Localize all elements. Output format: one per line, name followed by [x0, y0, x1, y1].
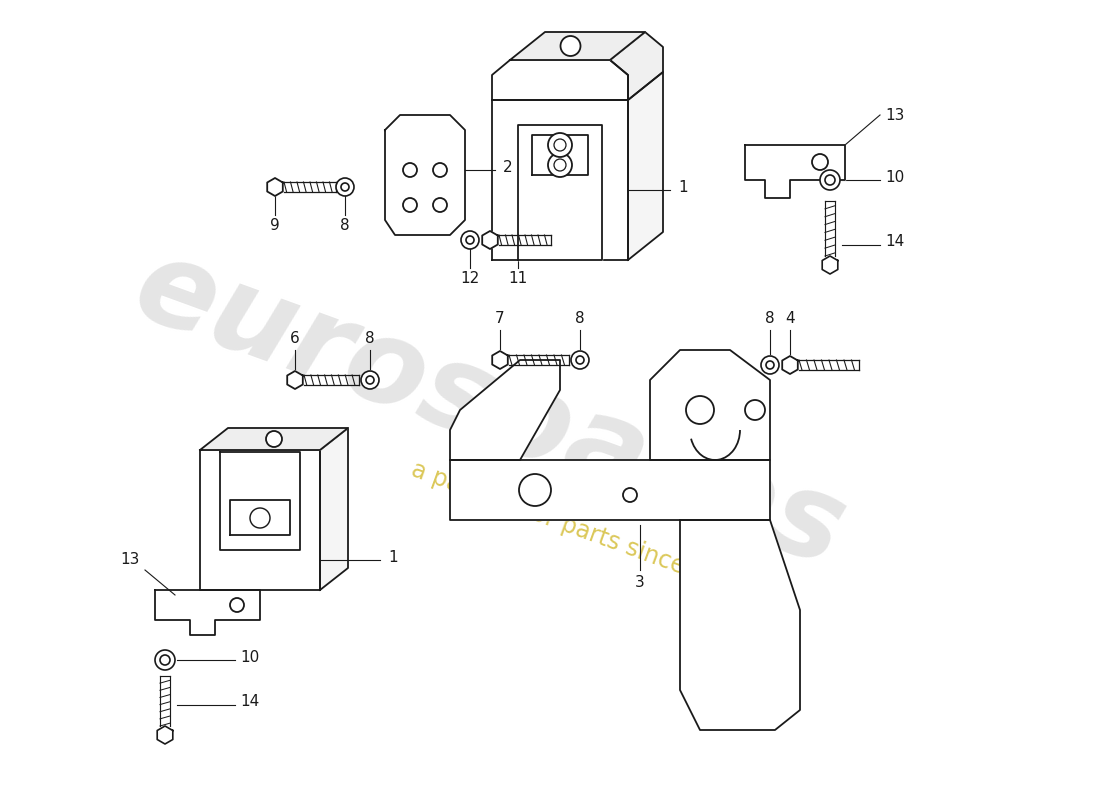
Text: 1: 1	[678, 179, 688, 194]
Circle shape	[820, 170, 840, 190]
Circle shape	[336, 178, 354, 196]
Text: 8: 8	[365, 331, 375, 346]
Polygon shape	[782, 356, 797, 374]
Polygon shape	[532, 135, 588, 175]
Text: 6: 6	[290, 331, 300, 346]
Text: 12: 12	[461, 271, 480, 286]
Polygon shape	[267, 178, 283, 196]
Circle shape	[155, 650, 175, 670]
Circle shape	[403, 163, 417, 177]
Text: 8: 8	[766, 311, 774, 326]
Circle shape	[812, 154, 828, 170]
Circle shape	[230, 598, 244, 612]
Text: 14: 14	[886, 234, 904, 250]
Polygon shape	[822, 256, 838, 274]
Text: 2: 2	[503, 159, 513, 174]
Circle shape	[548, 133, 572, 157]
Polygon shape	[518, 125, 602, 260]
Text: 14: 14	[240, 694, 260, 710]
Text: 8: 8	[575, 311, 585, 326]
Polygon shape	[230, 500, 290, 535]
Polygon shape	[450, 460, 770, 520]
Circle shape	[623, 488, 637, 502]
Text: 9: 9	[271, 218, 279, 233]
Circle shape	[519, 474, 551, 506]
Text: 4: 4	[785, 311, 795, 326]
Polygon shape	[492, 100, 628, 260]
Text: 13: 13	[886, 107, 904, 122]
Polygon shape	[155, 590, 260, 635]
Polygon shape	[157, 726, 173, 744]
Text: 3: 3	[635, 575, 645, 590]
Polygon shape	[482, 231, 498, 249]
Text: 13: 13	[121, 552, 140, 567]
Circle shape	[361, 371, 379, 389]
Polygon shape	[287, 371, 303, 389]
Circle shape	[433, 198, 447, 212]
Circle shape	[571, 351, 588, 369]
Circle shape	[548, 153, 572, 177]
Polygon shape	[385, 115, 465, 235]
Text: a passion for parts since 1985: a passion for parts since 1985	[408, 458, 752, 602]
Polygon shape	[745, 145, 845, 198]
Circle shape	[461, 231, 478, 249]
Polygon shape	[450, 360, 560, 460]
Text: 8: 8	[340, 218, 350, 233]
Circle shape	[761, 356, 779, 374]
Polygon shape	[680, 520, 800, 730]
Circle shape	[403, 198, 417, 212]
Circle shape	[433, 163, 447, 177]
Text: 7: 7	[495, 311, 505, 326]
Circle shape	[266, 431, 282, 447]
Polygon shape	[220, 452, 300, 550]
Polygon shape	[492, 351, 508, 369]
Polygon shape	[492, 60, 628, 100]
Polygon shape	[650, 350, 770, 460]
Circle shape	[250, 508, 270, 528]
Text: 10: 10	[886, 170, 904, 185]
Circle shape	[561, 36, 581, 56]
Polygon shape	[510, 32, 645, 60]
Circle shape	[745, 400, 764, 420]
Text: 10: 10	[240, 650, 260, 665]
Text: 11: 11	[508, 271, 528, 286]
Polygon shape	[628, 72, 663, 260]
Text: 1: 1	[388, 550, 397, 565]
Text: eurospares: eurospares	[120, 228, 860, 592]
Polygon shape	[200, 428, 348, 450]
Polygon shape	[200, 450, 320, 590]
Polygon shape	[610, 32, 663, 100]
Polygon shape	[320, 428, 348, 590]
Circle shape	[686, 396, 714, 424]
